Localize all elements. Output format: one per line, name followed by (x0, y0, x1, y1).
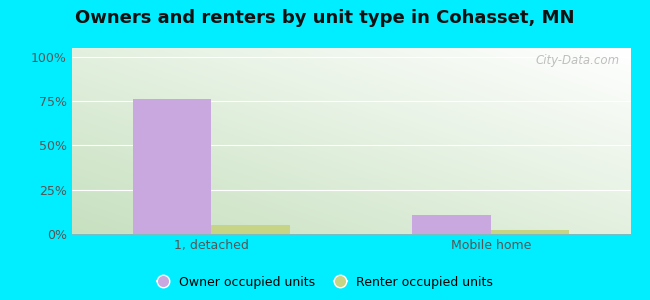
Bar (211, 225, 289, 234)
Text: City-Data.com: City-Data.com (535, 54, 619, 67)
Bar (413, 214, 491, 234)
Text: Owners and renters by unit type in Cohasset, MN: Owners and renters by unit type in Cohas… (75, 9, 575, 27)
Bar (491, 230, 569, 234)
Bar (133, 99, 211, 234)
Legend: Owner occupied units, Renter occupied units: Owner occupied units, Renter occupied un… (151, 271, 499, 294)
